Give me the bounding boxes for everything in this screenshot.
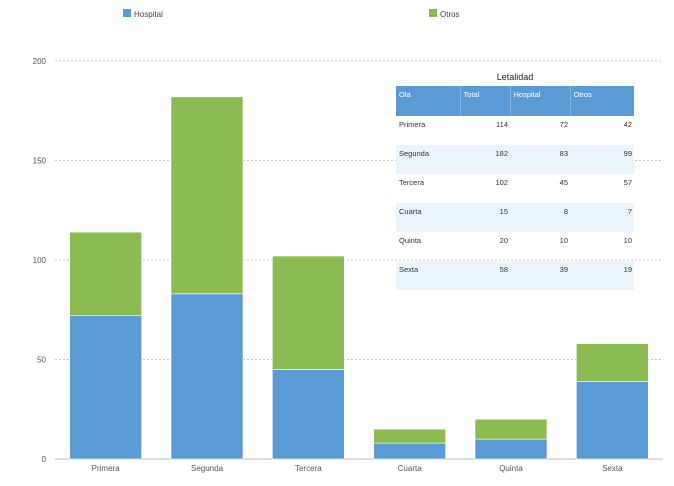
letalidad-table-panel: Letalidad Ola Total Hospital Otros Prime… bbox=[396, 70, 634, 290]
legend-swatch-otros bbox=[429, 9, 437, 17]
table-row: Tercera 102 45 57 bbox=[396, 174, 634, 203]
table-cell: 72 bbox=[559, 120, 568, 129]
table-header-otros: Otros bbox=[573, 90, 592, 99]
letalidad-table: Ola Total Hospital Otros Primera 114 72 … bbox=[396, 86, 634, 290]
legend-swatch-hospital bbox=[123, 9, 131, 17]
bar-otros-primera bbox=[69, 231, 142, 317]
table-cell: Segunda bbox=[399, 149, 430, 158]
bar-otros-cuarta bbox=[373, 428, 446, 444]
table-cell: 83 bbox=[559, 149, 568, 158]
table-row: Cuarta 15 8 7 bbox=[396, 203, 634, 232]
table-cell: 57 bbox=[623, 178, 632, 187]
table-cell: Cuarta bbox=[399, 207, 422, 216]
bars bbox=[69, 96, 649, 460]
table-row: Primera 114 72 42 bbox=[396, 116, 634, 145]
table-cell: 99 bbox=[623, 149, 632, 158]
table-cell: 58 bbox=[499, 265, 508, 274]
x-tick-label: Primera bbox=[92, 464, 121, 473]
x-tick-label: Sexta bbox=[602, 464, 623, 473]
table-cell: 19 bbox=[623, 265, 632, 274]
bar-hospital-cuarta bbox=[373, 442, 446, 460]
x-tick-label: Segunda bbox=[191, 464, 224, 473]
y-tick-label: 50 bbox=[37, 356, 46, 365]
table-cell: 20 bbox=[499, 236, 508, 245]
y-tick-label: 150 bbox=[33, 157, 47, 166]
gridlines bbox=[55, 60, 663, 460]
bar-hospital-tercera bbox=[272, 369, 345, 460]
y-axis-ticks: 0 50 100 150 200 bbox=[33, 57, 47, 464]
bar-otros-sexta bbox=[576, 343, 649, 382]
bar-hospital-sexta bbox=[576, 381, 649, 460]
y-tick-label: 100 bbox=[33, 256, 47, 265]
table-cell: Primera bbox=[399, 120, 426, 129]
legend: Hospital Otros bbox=[123, 9, 460, 19]
table-header-total: Total bbox=[460, 86, 511, 116]
x-axis-ticks: Primera Segunda Tercera Cuarta Quinta Sexta bbox=[92, 464, 623, 473]
table-cell: 8 bbox=[563, 207, 568, 216]
table-cell: 10 bbox=[559, 236, 568, 245]
table-cell: 42 bbox=[623, 120, 632, 129]
table-cell: 10 bbox=[623, 236, 632, 245]
table-cell: 7 bbox=[627, 207, 632, 216]
table-cell: 182 bbox=[495, 149, 508, 158]
table-title: Letalidad bbox=[496, 72, 534, 82]
table-header-hospital: Hospital bbox=[510, 86, 571, 116]
table-cell: 39 bbox=[559, 265, 568, 274]
x-tick-label: Cuarta bbox=[398, 464, 423, 473]
table-row: Sexta 58 39 19 bbox=[396, 261, 634, 290]
bar-otros-tercera bbox=[272, 255, 345, 370]
table-cell: 15 bbox=[499, 207, 508, 216]
bar-otros-segunda bbox=[170, 96, 244, 295]
bar-hospital-primera bbox=[69, 315, 142, 460]
table-cell: 45 bbox=[559, 178, 568, 187]
table-row: Quinta 20 10 10 bbox=[396, 232, 634, 261]
table-cell: Quinta bbox=[399, 236, 422, 245]
table-row: Segunda 182 83 99 bbox=[396, 145, 634, 174]
y-tick-label: 0 bbox=[42, 455, 47, 464]
table-cell: Sexta bbox=[399, 265, 419, 274]
y-tick-label: 200 bbox=[33, 57, 47, 66]
bar-hospital-segunda bbox=[170, 293, 244, 460]
table-header-ola: Ola bbox=[396, 86, 461, 116]
table-cell: Tercera bbox=[399, 178, 425, 187]
x-tick-label: Quinta bbox=[499, 464, 523, 473]
bar-otros-quinta bbox=[474, 418, 548, 440]
table-cell: 114 bbox=[496, 120, 508, 129]
table-cell: 102 bbox=[495, 178, 508, 187]
legend-label-hospital: Hospital bbox=[134, 10, 163, 19]
bar-hospital-quinta bbox=[474, 438, 548, 460]
table-header-row: Ola Total Hospital Otros bbox=[396, 86, 634, 116]
legend-label-otros: Otros bbox=[440, 10, 460, 19]
x-tick-label: Tercera bbox=[295, 464, 322, 473]
